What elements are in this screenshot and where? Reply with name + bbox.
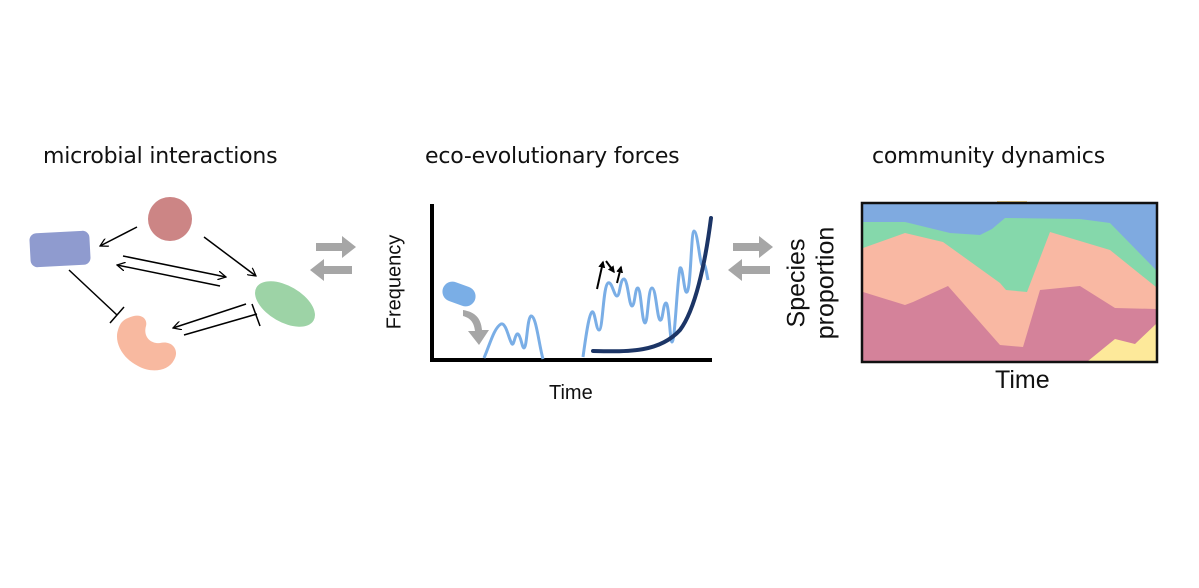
community-time-axis-label: Time <box>995 366 1050 394</box>
blue-rod-microbe <box>29 230 91 268</box>
chart-frame <box>860 201 1159 364</box>
red-circle-microbe <box>148 197 192 241</box>
grey-right-arrow-icon <box>316 236 356 258</box>
lineage-2-line <box>581 229 710 358</box>
immigrant-cell-icon <box>442 281 476 307</box>
inhibition-bar <box>109 306 125 324</box>
edge-rod-to-ellipse <box>122 255 226 277</box>
grey-left-arrow-icon <box>728 259 770 281</box>
stacked-area-chart <box>860 201 1159 364</box>
edge-circle-to-rod <box>100 226 138 246</box>
frequency-axis-label: Frequency <box>383 234 406 330</box>
frequency-chart <box>430 204 713 362</box>
bidirectional-connector-1 <box>310 236 356 281</box>
salmon-kidney-microbe <box>116 315 177 371</box>
green-ellipse-microbe <box>255 281 315 327</box>
interaction-network <box>29 197 315 371</box>
inhibition-bar <box>251 303 261 327</box>
bidirectional-connector-2 <box>728 236 773 281</box>
grey-left-arrow-icon <box>310 259 352 281</box>
edge-circle-to-ellipse <box>203 236 256 276</box>
forces-time-axis-label: Time <box>549 382 593 404</box>
immigration-arrow-icon <box>463 310 489 345</box>
forces-title: eco-evolutionary forces <box>425 144 680 169</box>
mutation-arrow-up-icon <box>596 260 606 290</box>
edge-kidney-inhibits-ellipse <box>183 313 258 336</box>
lineage-1-line <box>482 314 545 360</box>
interactions-title: microbial interactions <box>43 144 278 169</box>
area-species-pink <box>863 286 1156 361</box>
community-title: community dynamics <box>872 144 1105 169</box>
edge-ellipse-to-rod <box>117 265 221 287</box>
area-species-yellow <box>1088 324 1156 361</box>
selective-sweep-line <box>591 216 713 354</box>
species-axis-label: Species <box>782 238 811 328</box>
grey-right-arrow-icon <box>733 236 773 258</box>
proportion-axis-label: proportion <box>811 226 840 340</box>
edge-rod-inhibits-kidney <box>68 269 118 316</box>
mutation-arrow-up-icon <box>616 265 624 284</box>
edge-ellipse-to-kidney <box>173 303 247 328</box>
mutation-arrow-down-icon <box>605 260 615 274</box>
